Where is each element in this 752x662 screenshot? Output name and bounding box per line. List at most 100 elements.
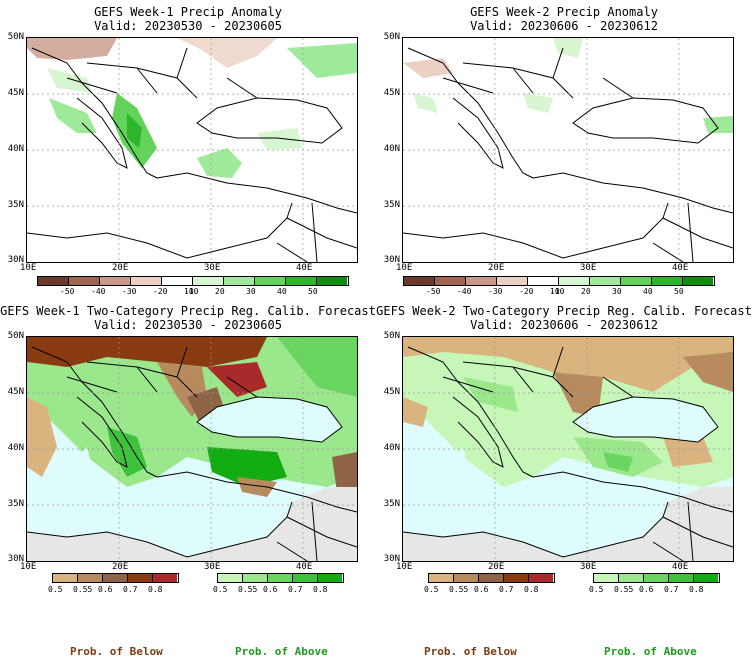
colorbar-segment xyxy=(38,277,69,285)
panel-title: GEFS Week-1 Precip Anomaly xyxy=(94,5,282,19)
colorbar-tick-label: -20 xyxy=(153,287,168,296)
colorbar-segment xyxy=(466,277,497,285)
panel-valid-date: Valid: 20230530 - 20230605 xyxy=(94,19,282,33)
colorbar-segment xyxy=(78,574,103,582)
below-colorbar xyxy=(52,573,179,583)
colorbar-segment xyxy=(243,574,268,582)
colorbar-tick-label: 0.7 xyxy=(664,585,679,594)
lat-label: 40N xyxy=(383,443,400,453)
anomaly-colorbar xyxy=(403,276,715,286)
colorbar-segment xyxy=(683,277,713,285)
colorbar-segment xyxy=(479,574,504,582)
colorbar-tick-label: 0.7 xyxy=(288,585,303,594)
colorbar-segment xyxy=(559,277,590,285)
colorbar-segment xyxy=(644,574,669,582)
colorbar-segment xyxy=(652,277,683,285)
colorbar-tick-label: 0.6 xyxy=(639,585,654,594)
colorbar-tick-label: 30 xyxy=(612,287,622,296)
lat-label: 45N xyxy=(383,387,400,397)
colorbar-tick-label: 0.6 xyxy=(98,585,113,594)
colorbar-segment xyxy=(218,574,243,582)
lat-label: 35N xyxy=(7,200,24,210)
colorbar-tick-label: 0.7 xyxy=(499,585,514,594)
probability-map xyxy=(26,336,358,562)
colorbar-segment xyxy=(404,277,435,285)
lon-label: 30E xyxy=(580,263,597,273)
lat-label: 50N xyxy=(7,331,24,341)
colorbar-tick-label: 10 xyxy=(184,287,194,296)
colorbar-tick-label: 20 xyxy=(581,287,591,296)
below-legend-label: Prob. of Below xyxy=(70,645,163,658)
colorbar-tick-label: 20 xyxy=(215,287,225,296)
lon-label: 40E xyxy=(296,562,313,572)
colorbar-segment xyxy=(131,277,162,285)
lon-label: 20E xyxy=(112,263,129,273)
colorbar-segment xyxy=(255,277,286,285)
colorbar-segment xyxy=(193,277,224,285)
anomaly-map xyxy=(402,37,734,263)
panel-title: GEFS Week-2 Precip Anomaly xyxy=(470,5,658,19)
colorbar-tick-label: -20 xyxy=(519,287,534,296)
probability-map-graphic xyxy=(27,337,357,561)
lat-label: 45N xyxy=(7,88,24,98)
panel-week1-probability: GEFS Week-1 Two-Category Precip Reg. Cal… xyxy=(0,300,376,662)
colorbar-tick-label: 0.6 xyxy=(474,585,489,594)
lat-label: 40N xyxy=(383,144,400,154)
colorbar-segment xyxy=(669,574,694,582)
colorbar-segment xyxy=(317,277,347,285)
panel-valid-date: Valid: 20230606 - 20230612 xyxy=(470,19,658,33)
colorbar-segment xyxy=(435,277,466,285)
lat-label: 50N xyxy=(383,32,400,42)
lon-label: 10E xyxy=(20,263,37,273)
lat-label: 35N xyxy=(383,499,400,509)
below-legend-label: Prob. of Below xyxy=(424,645,517,658)
colorbar-tick-label: -30 xyxy=(122,287,137,296)
colorbar-segment xyxy=(53,574,78,582)
colorbar-segment xyxy=(528,277,559,285)
colorbar-segment xyxy=(293,574,318,582)
colorbar-tick-label: -10 xyxy=(184,287,199,296)
anomaly-map-graphic xyxy=(403,38,733,262)
colorbar-tick-label: 0.5 xyxy=(213,585,228,594)
panel-title: GEFS Week-1 Two-Category Precip Reg. Cal… xyxy=(0,304,376,318)
colorbar-segment xyxy=(286,277,317,285)
colorbar-segment xyxy=(619,574,644,582)
colorbar-tick-label: 10 xyxy=(550,287,560,296)
anomaly-map xyxy=(26,37,358,263)
colorbar-segment xyxy=(100,277,131,285)
probability-map-graphic xyxy=(403,337,733,561)
lat-label: 35N xyxy=(383,200,400,210)
colorbar-tick-label: 30 xyxy=(246,287,256,296)
colorbar-segment xyxy=(497,277,528,285)
lat-label: 45N xyxy=(383,88,400,98)
above-colorbar xyxy=(593,573,720,583)
lon-label: 10E xyxy=(396,562,413,572)
lat-label: 40N xyxy=(7,144,24,154)
colorbar-tick-label: 0.6 xyxy=(263,585,278,594)
lon-label: 40E xyxy=(672,263,689,273)
panel-valid-date: Valid: 20230530 - 20230605 xyxy=(94,318,282,332)
colorbar-tick-label: 0.55 xyxy=(73,585,93,594)
colorbar-tick-label: 0.5 xyxy=(424,585,439,594)
colorbar-segment xyxy=(504,574,529,582)
colorbar-segment xyxy=(162,277,193,285)
probability-map xyxy=(402,336,734,562)
colorbar-tick-label: 0.7 xyxy=(123,585,138,594)
panel-valid-date: Valid: 20230606 - 20230612 xyxy=(470,318,658,332)
below-colorbar xyxy=(428,573,555,583)
colorbar-segment xyxy=(153,574,177,582)
colorbar-tick-label: -40 xyxy=(457,287,472,296)
colorbar-tick-label: -10 xyxy=(550,287,565,296)
lat-label: 50N xyxy=(7,32,24,42)
lon-label: 30E xyxy=(204,562,221,572)
colorbar-tick-label: -30 xyxy=(488,287,503,296)
above-legend-label: Prob. of Above xyxy=(604,645,697,658)
colorbar-segment xyxy=(318,574,342,582)
lat-label: 30N xyxy=(7,255,24,265)
above-legend-label: Prob. of Above xyxy=(235,645,328,658)
lon-label: 10E xyxy=(20,562,37,572)
lat-label: 30N xyxy=(7,554,24,564)
colorbar-tick-label: -50 xyxy=(60,287,75,296)
lon-label: 20E xyxy=(112,562,129,572)
above-colorbar xyxy=(217,573,344,583)
